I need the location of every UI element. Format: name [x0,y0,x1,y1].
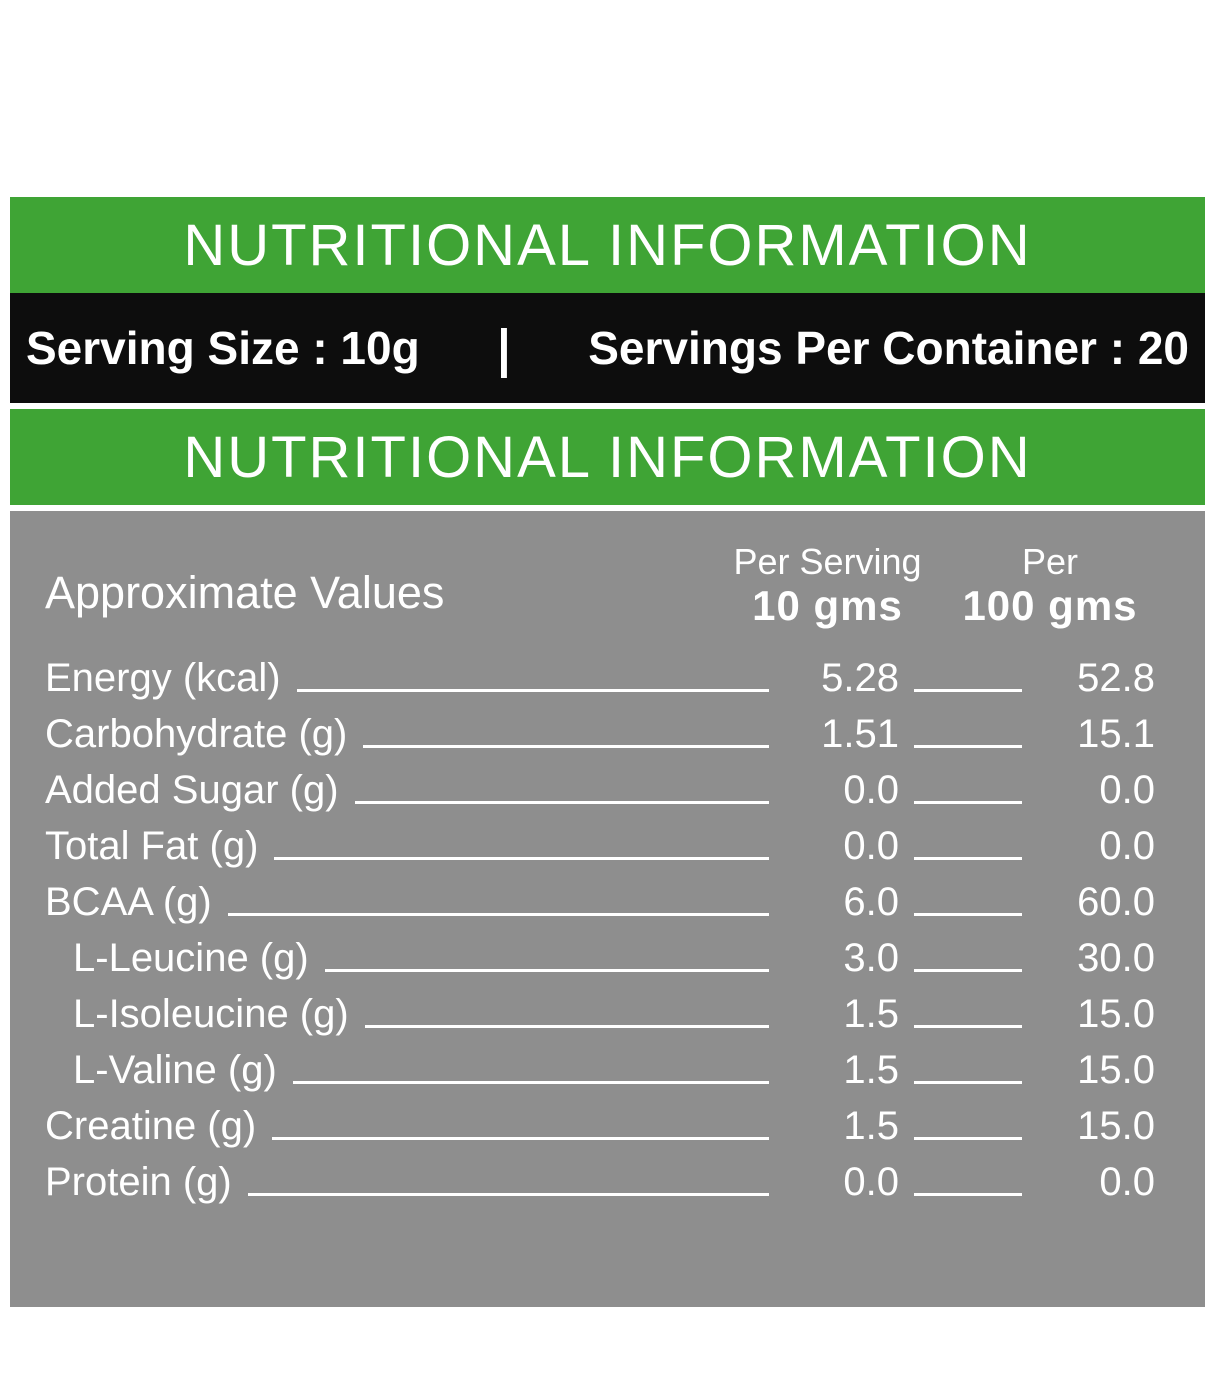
table-header: Approximate Values Per Serving 10 gms Pe… [45,541,1155,631]
table-row: Total Fat (g) 0.0 0.0 [45,813,1155,869]
leader-line [227,912,769,916]
per-serving-header: Per Serving 10 gms [710,541,945,631]
per-serving-value: 1.5 [843,1047,899,1092]
green-banner-top: NUTRITIONAL INFORMATION [10,197,1205,293]
approximate-values-heading: Approximate Values [45,566,445,618]
leader-line [247,1192,769,1196]
mid-line [914,968,1022,972]
per-serving-value: 0.0 [843,1159,899,1204]
mid-line [914,1136,1022,1140]
per-serving-header-line2: 10 gms [752,582,903,630]
per-100-value: 0.0 [1099,1159,1155,1204]
per-serving-value: 1.5 [843,991,899,1036]
banner-title-second: NUTRITIONAL INFORMATION [183,424,1032,490]
per-100-value: 30.0 [1077,935,1155,980]
nutrition-table-panel: Approximate Values Per Serving 10 gms Pe… [10,511,1205,1307]
mid-line [914,912,1022,916]
per-serving-value: 1.51 [821,711,899,756]
row-label: Carbohydrate (g) [45,711,348,756]
per-100-value: 0.0 [1099,823,1155,868]
table-row: Energy (kcal) 5.28 52.8 [45,645,1155,701]
green-banner-second: NUTRITIONAL INFORMATION [10,409,1205,505]
table-row: Added Sugar (g) 0.0 0.0 [45,757,1155,813]
leader-line [354,800,769,804]
leader-line [324,968,769,972]
leader-line [272,1136,769,1140]
serving-size-text: Serving Size : 10g [26,322,420,374]
row-label: L-Isoleucine (g) [73,991,349,1036]
per-serving-value: 5.28 [821,655,899,700]
table-row: Creatine (g) 1.5 15.0 [45,1093,1155,1149]
per-100-header-line2: 100 gms [962,582,1138,630]
per-serving-value: 3.0 [843,935,899,980]
row-label: L-Valine (g) [73,1047,277,1092]
per-serving-value: 0.0 [843,767,899,812]
per-100-value: 15.0 [1077,991,1155,1036]
table-row: L-Isoleucine (g) 1.5 15.0 [45,981,1155,1037]
table-row: L-Valine (g) 1.5 15.0 [45,1037,1155,1093]
per-100-value: 52.8 [1077,655,1155,700]
per-100-value: 0.0 [1099,767,1155,812]
mid-line [914,856,1022,860]
nutrition-label: NUTRITIONAL INFORMATION Serving Size : 1… [10,197,1205,1307]
leader-line [274,856,769,860]
separator-bar: | [497,318,511,378]
row-label: Added Sugar (g) [45,767,339,812]
mid-line [914,1080,1022,1084]
per-100-value: 15.0 [1077,1047,1155,1092]
per-100-value: 15.1 [1077,711,1155,756]
per-100-header-line1: Per [1021,541,1079,582]
mid-line [914,744,1022,748]
row-label: Protein (g) [45,1159,232,1204]
per-100-value: 15.0 [1077,1103,1155,1148]
serving-info-bar: Serving Size : 10g | Servings Per Contai… [10,293,1205,403]
per-serving-value: 6.0 [843,879,899,924]
row-label: BCAA (g) [45,879,212,924]
leader-line [364,1024,769,1028]
per-serving-value: 1.5 [843,1103,899,1148]
leader-line [296,688,769,692]
table-row: Protein (g) 0.0 0.0 [45,1149,1155,1205]
row-label: L-Leucine (g) [73,935,309,980]
row-label: Creatine (g) [45,1103,257,1148]
row-label: Energy (kcal) [45,655,281,700]
per-serving-header-line1: Per Serving [733,541,922,582]
table-row: L-Leucine (g) 3.0 30.0 [45,925,1155,981]
per-100-header: Per 100 gms [945,541,1155,631]
mid-line [914,1192,1022,1196]
per-serving-value: 0.0 [843,823,899,868]
mid-line [914,800,1022,804]
leader-line [292,1080,769,1084]
mid-line [914,1024,1022,1028]
table-row: Carbohydrate (g) 1.51 15.1 [45,701,1155,757]
table-row: BCAA (g) 6.0 60.0 [45,869,1155,925]
servings-per-container-text: Servings Per Container : 20 [588,322,1189,374]
banner-title-top: NUTRITIONAL INFORMATION [183,212,1032,278]
mid-line [914,688,1022,692]
leader-line [363,744,769,748]
per-100-value: 60.0 [1077,879,1155,924]
row-label: Total Fat (g) [45,823,259,868]
